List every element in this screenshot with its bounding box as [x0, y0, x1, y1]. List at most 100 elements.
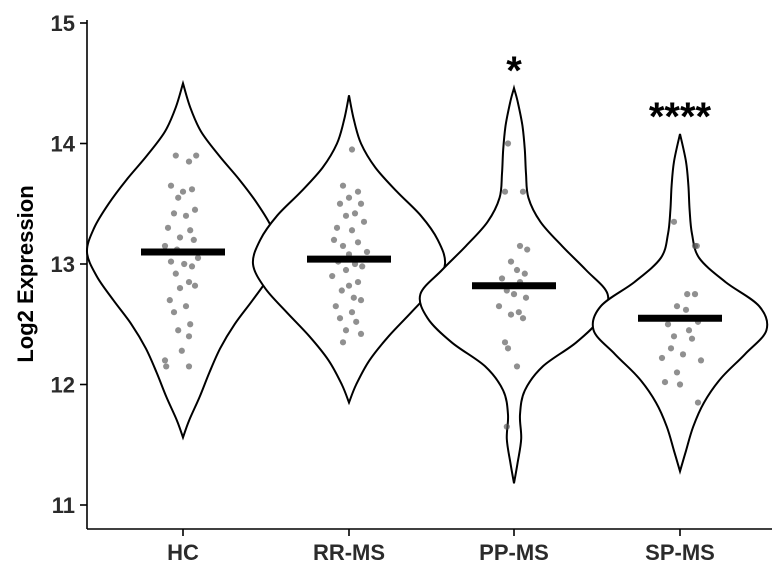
point-hc: [175, 327, 182, 334]
point-rr-ms: [363, 248, 371, 256]
point-hc: [179, 188, 187, 195]
point-rr-ms: [353, 318, 360, 325]
point-hc: [172, 152, 179, 159]
point-rr-ms: [350, 294, 357, 301]
point-sp-ms: [694, 399, 702, 406]
point-rr-ms: [354, 188, 362, 195]
point-rr-ms: [329, 272, 336, 280]
point-rr-ms: [360, 218, 368, 225]
x-tick-label: PP-MS: [479, 540, 549, 565]
point-hc: [161, 357, 169, 364]
y-axis-title: Log2 Expression: [13, 185, 38, 362]
point-rr-ms: [348, 309, 356, 316]
point-pp-ms: [513, 266, 521, 274]
point-hc: [167, 258, 175, 265]
point-hc: [181, 260, 188, 268]
point-sp-ms: [673, 369, 681, 376]
x-tick-label: SP-MS: [645, 540, 715, 565]
point-hc: [187, 227, 194, 234]
point-hc: [161, 242, 169, 250]
point-pp-ms: [522, 294, 530, 301]
point-hc: [193, 152, 200, 159]
x-ticks: HC RR-MS PP-MS SP-MS: [167, 529, 715, 565]
point-hc: [185, 333, 193, 340]
point-pp-ms: [501, 339, 509, 346]
y-tick-label: 11: [52, 493, 75, 518]
point-hc: [172, 270, 179, 277]
point-rr-ms: [351, 210, 359, 217]
x-tick-label: HC: [167, 540, 199, 565]
violin-sp-ms: [591, 133, 769, 475]
violin-rr-ms: [251, 95, 447, 406]
point-rr-ms: [354, 239, 362, 246]
y-tick-label: 14: [51, 132, 76, 157]
point-hc: [175, 194, 182, 201]
point-rr-ms: [357, 200, 365, 207]
point-sp-ms: [661, 378, 669, 386]
point-pp-ms: [507, 311, 515, 318]
point-hc: [167, 182, 175, 189]
point-sp-ms: [682, 306, 690, 313]
point-rr-ms: [342, 212, 350, 219]
point-sp-ms: [670, 333, 678, 340]
point-sp-ms: [673, 303, 681, 310]
point-rr-ms: [342, 327, 350, 334]
point-rr-ms: [345, 194, 353, 201]
significance-pp-ms: *: [506, 49, 522, 93]
y-tick-label: 12: [51, 373, 75, 398]
point-sp-ms: [667, 345, 675, 352]
point-hc: [182, 212, 190, 219]
point-rr-ms: [339, 339, 347, 346]
point-hc: [170, 309, 178, 316]
point-sp-ms: [697, 357, 705, 364]
point-sp-ms: [688, 335, 696, 342]
significance-sp-ms: ****: [649, 95, 712, 139]
point-rr-ms: [357, 297, 365, 304]
point-hc: [188, 263, 196, 270]
point-sp-ms: [676, 381, 684, 388]
point-pp-ms: [504, 140, 512, 147]
point-hc: [163, 363, 170, 370]
point-rr-ms: [330, 236, 338, 243]
point-hc: [176, 285, 184, 292]
point-pp-ms: [519, 315, 527, 322]
y-ticks: 11 12 13 14 15: [51, 11, 87, 518]
x-tick-label: RR-MS: [313, 540, 385, 565]
point-pp-ms: [510, 291, 518, 298]
point-rr-ms: [345, 282, 353, 289]
point-hc: [188, 186, 196, 193]
violin-hc: [85, 79, 281, 441]
point-hc: [191, 282, 199, 289]
point-hc: [170, 210, 178, 217]
point-sp-ms: [664, 321, 672, 328]
point-sp-ms: [679, 351, 687, 358]
point-hc: [185, 158, 193, 165]
point-sp-ms: [693, 242, 700, 250]
point-hc: [166, 297, 173, 304]
point-rr-ms: [339, 242, 347, 250]
point-hc: [191, 206, 199, 213]
point-rr-ms: [359, 263, 366, 270]
point-rr-ms: [336, 200, 344, 207]
y-tick-label: 15: [51, 11, 75, 36]
point-sp-ms: [684, 291, 691, 298]
point-pp-ms: [504, 345, 512, 352]
point-hc: [194, 254, 202, 262]
point-pp-ms: [507, 258, 515, 265]
point-pp-ms: [515, 309, 522, 316]
median-bars: [141, 248, 722, 322]
point-rr-ms: [348, 227, 356, 234]
point-pp-ms: [501, 188, 509, 195]
point-rr-ms: [342, 266, 350, 274]
point-pp-ms: [503, 423, 510, 430]
point-rr-ms: [348, 146, 356, 153]
point-rr-ms: [332, 303, 339, 310]
point-pp-ms: [513, 363, 521, 370]
point-hc: [164, 224, 172, 231]
point-sp-ms: [658, 354, 666, 362]
point-pp-ms: [516, 242, 524, 250]
point-hc: [185, 363, 193, 370]
point-sp-ms: [670, 218, 678, 225]
point-pp-ms: [498, 275, 506, 282]
